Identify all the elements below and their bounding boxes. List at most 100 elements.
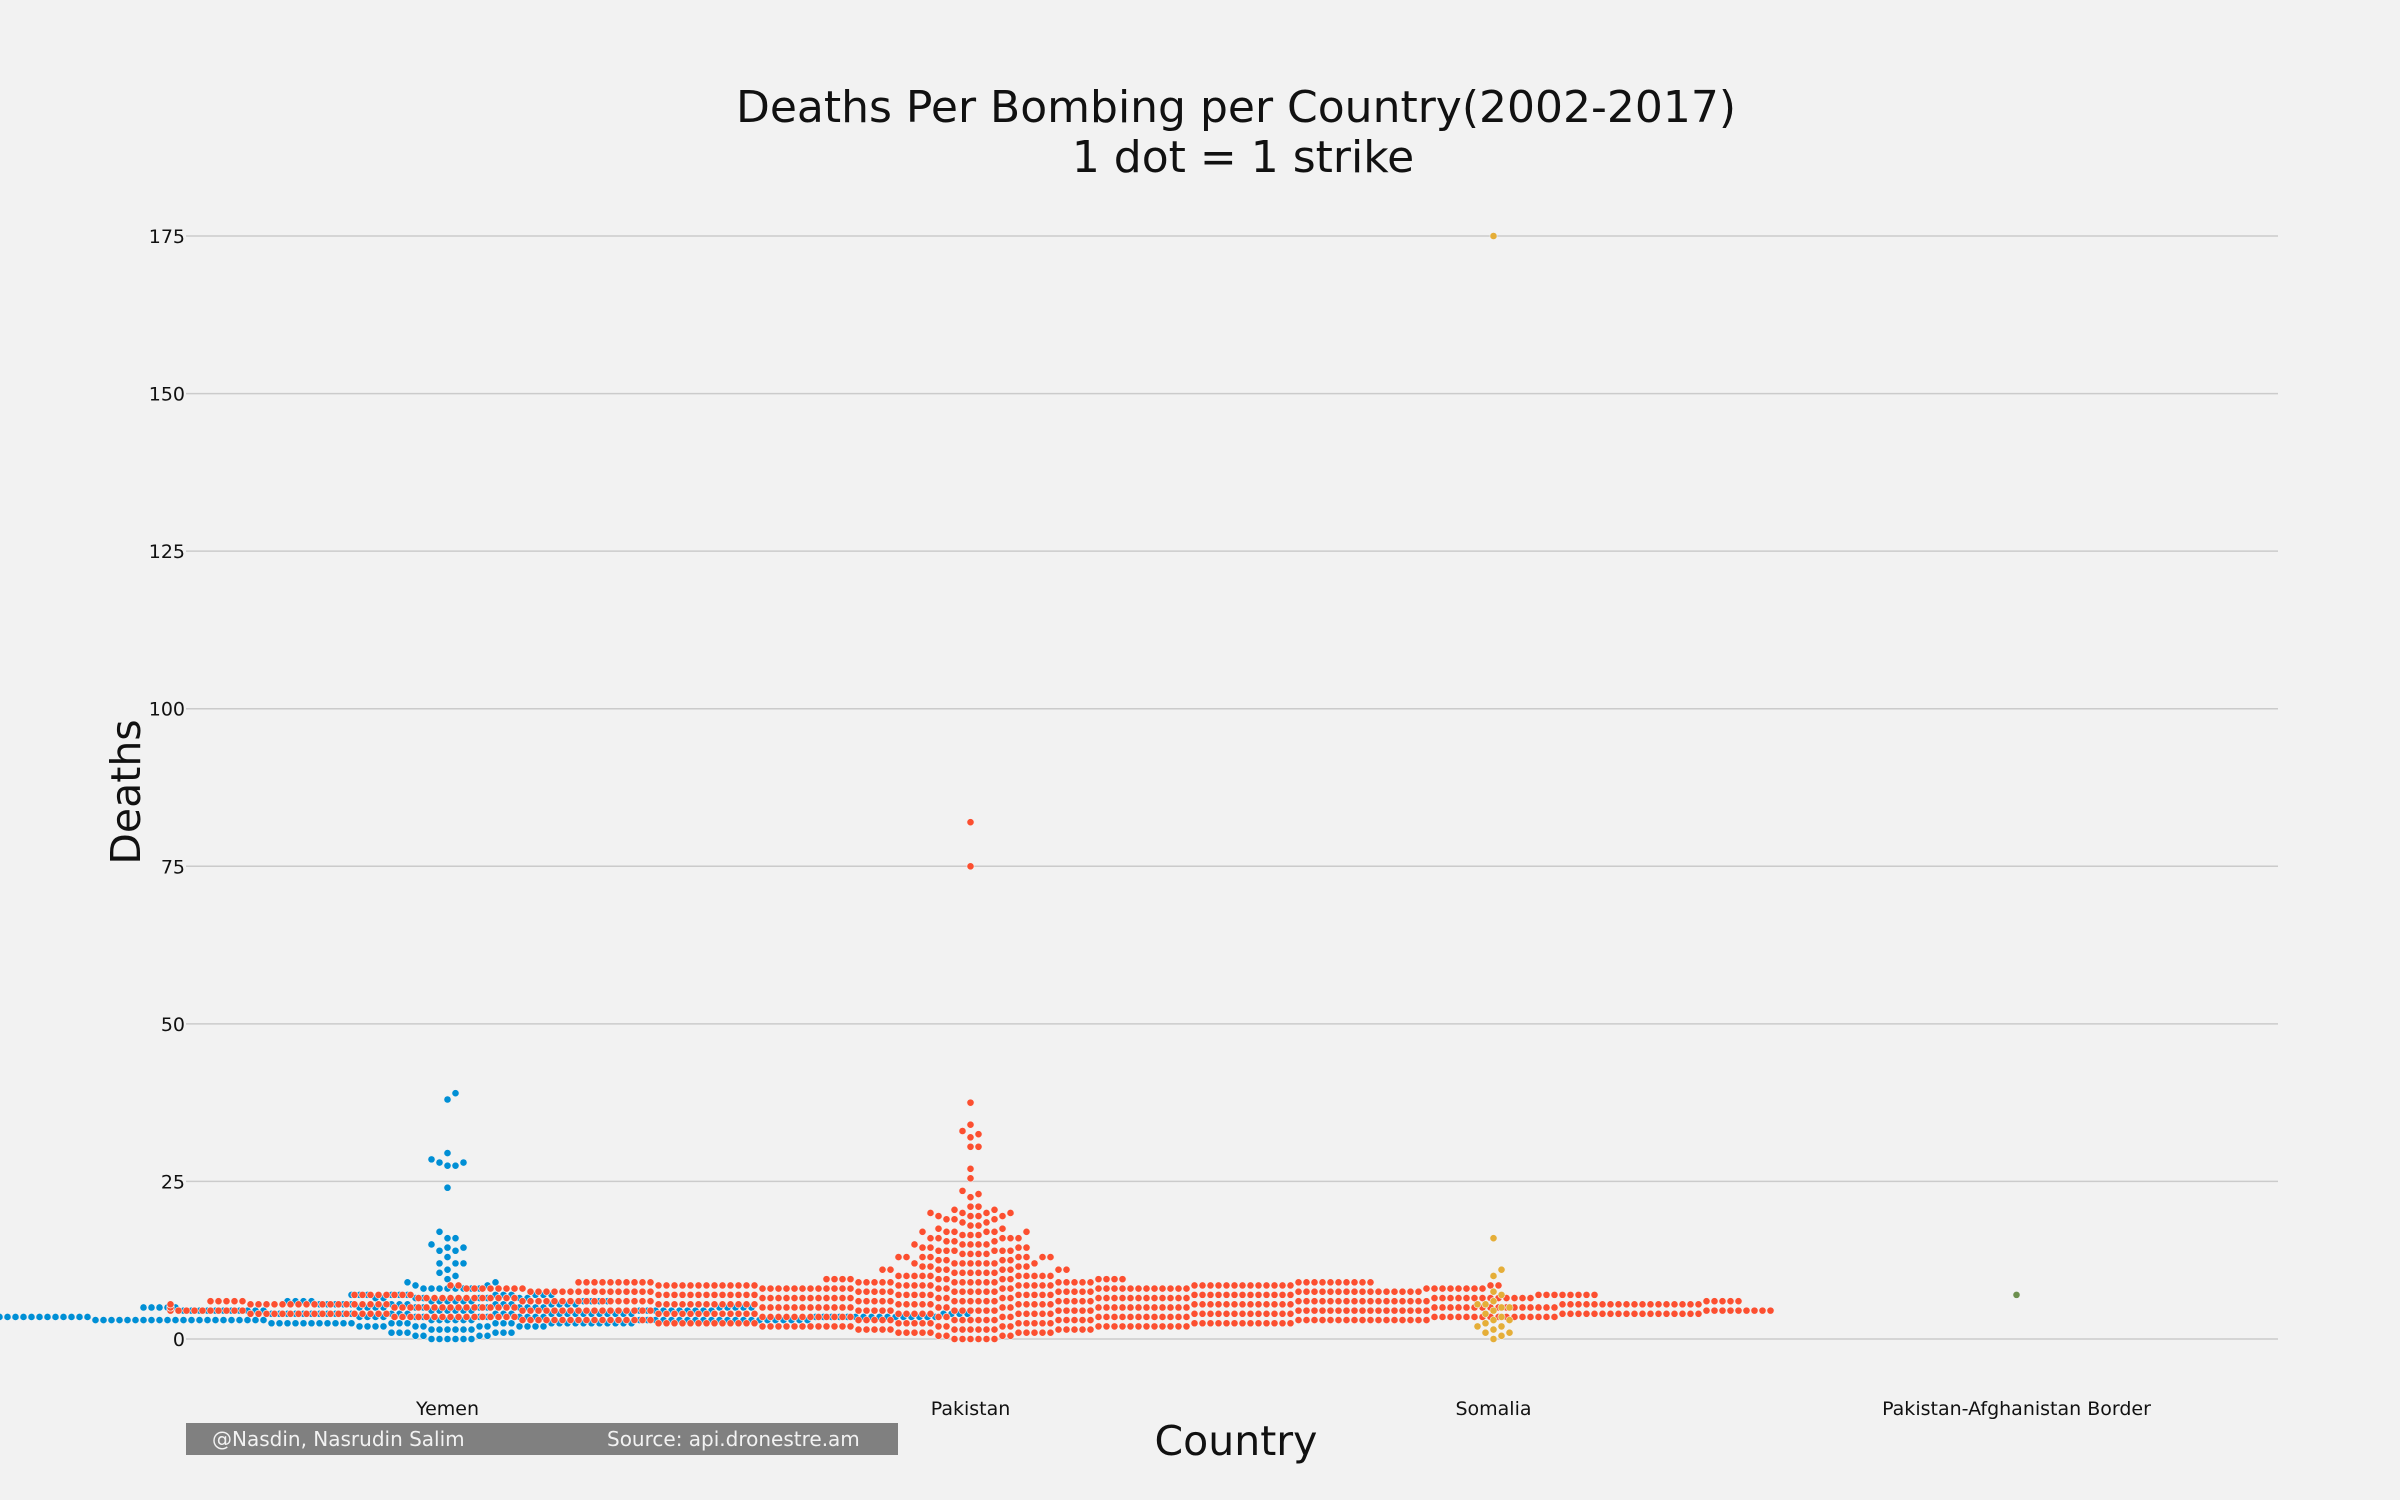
- swarm-dot: [998, 1275, 1007, 1284]
- swarm-dot: [1590, 1309, 1599, 1318]
- swarm-dot: [894, 1281, 903, 1290]
- swarm-dot: [630, 1297, 639, 1306]
- x-tick-label: Pakistan-Afghanistan Border: [1882, 1398, 2151, 1420]
- swarm-dot: [286, 1300, 295, 1309]
- swarm-dot: [766, 1322, 775, 1331]
- swarm-dot: [966, 1306, 975, 1315]
- swarm-dot: [974, 1130, 983, 1139]
- swarm-dot: [427, 1284, 436, 1293]
- swarm-dot: [950, 1227, 959, 1236]
- swarm-dot: [1182, 1284, 1191, 1293]
- swarm-dot: [1070, 1316, 1079, 1324]
- swarm-dot: [35, 1313, 44, 1321]
- swarm-dot: [1694, 1300, 1703, 1309]
- swarm-dot: [1534, 1303, 1543, 1312]
- swarm-dot: [990, 1316, 999, 1324]
- swarm-dot: [1174, 1322, 1183, 1331]
- swarm-dot: [1038, 1328, 1047, 1337]
- swarm-dot: [1318, 1316, 1327, 1324]
- swarm-dot: [878, 1325, 887, 1334]
- swarm-dot: [1206, 1300, 1215, 1309]
- swarm-dot: [1134, 1294, 1143, 1302]
- swarm-dot: [1670, 1309, 1679, 1318]
- swarm-dot: [670, 1309, 679, 1318]
- swarm-dot: [766, 1303, 775, 1312]
- swarm-dot: [878, 1265, 887, 1274]
- swarm-dot: [1022, 1253, 1031, 1261]
- swarm-dot: [350, 1290, 359, 1299]
- swarm-dot: [942, 1215, 951, 1224]
- swarm-dot: [934, 1265, 943, 1274]
- swarm-dot: [1534, 1313, 1543, 1321]
- swarm-dot: [115, 1316, 124, 1324]
- swarm-dot: [894, 1309, 903, 1318]
- swarm-dot: [395, 1319, 404, 1328]
- swarm-dot: [726, 1300, 735, 1309]
- swarm-dot: [958, 1335, 967, 1343]
- swarm-dot: [1230, 1300, 1239, 1309]
- swarm-dot: [510, 1284, 519, 1293]
- swarm-dot: [942, 1246, 951, 1255]
- swarm-dot: [1310, 1306, 1319, 1315]
- swarm-dot: [678, 1319, 687, 1328]
- swarm-dot: [990, 1227, 999, 1236]
- swarm-dot: [1662, 1309, 1671, 1318]
- swarm-dot: [702, 1319, 711, 1328]
- swarm-dot: [870, 1316, 879, 1324]
- swarm-dot: [806, 1284, 815, 1293]
- swarm-dot: [459, 1259, 468, 1268]
- swarm-dot: [1118, 1313, 1127, 1321]
- swarm-dot: [1390, 1287, 1399, 1296]
- swarm-dot: [1342, 1306, 1351, 1315]
- swarm-dot: [1662, 1300, 1671, 1309]
- swarm-dot: [1462, 1284, 1471, 1293]
- swarm-dot: [1670, 1300, 1679, 1309]
- swarm-dot: [982, 1250, 991, 1258]
- swarm-dot: [398, 1290, 407, 1299]
- swarm-dot: [734, 1300, 743, 1309]
- y-tick-label: 25: [161, 1171, 185, 1193]
- swarm-dot: [1438, 1284, 1447, 1293]
- swarm-dot: [1254, 1281, 1263, 1290]
- swarm-dot: [334, 1300, 343, 1309]
- swarm-dot: [1182, 1294, 1191, 1302]
- swarm-dot: [1481, 1309, 1490, 1318]
- swarm-dot: [1646, 1309, 1655, 1318]
- swarm-dot: [459, 1158, 468, 1167]
- swarm-dot: [1366, 1316, 1375, 1324]
- swarm-dot: [99, 1316, 108, 1324]
- swarm-dot: [1406, 1306, 1415, 1315]
- swarm-dot: [1582, 1309, 1591, 1318]
- swarm-dot: [454, 1303, 463, 1312]
- swarm-dot: [326, 1309, 335, 1318]
- swarm-dot: [246, 1309, 255, 1318]
- swarm-dot: [419, 1331, 428, 1340]
- swarm-dot: [662, 1309, 671, 1318]
- swarm-dot: [894, 1319, 903, 1328]
- swarm-dot: [966, 1212, 975, 1220]
- swarm-dot: [590, 1287, 599, 1296]
- x-tick-label: Somalia: [1455, 1398, 1531, 1420]
- swarm-dot: [966, 1268, 975, 1277]
- swarm-dot: [454, 1281, 463, 1290]
- swarm-dot: [539, 1322, 548, 1331]
- swarm-dot: [662, 1319, 671, 1328]
- swarm-dot: [902, 1272, 911, 1280]
- swarm-dot: [950, 1297, 959, 1306]
- swarm-dot: [1566, 1300, 1575, 1309]
- swarm-dot: [726, 1319, 735, 1328]
- swarm-dot: [1366, 1287, 1375, 1296]
- swarm-dot: [822, 1294, 831, 1302]
- swarm-dot: [894, 1300, 903, 1309]
- swarm-dot: [310, 1309, 319, 1318]
- swarm-dot: [654, 1309, 663, 1318]
- swarm-dot: [902, 1319, 911, 1328]
- swarm-dot: [622, 1278, 631, 1287]
- swarm-dot: [614, 1287, 623, 1296]
- swarm-dot: [1126, 1303, 1135, 1312]
- swarm-dot: [1110, 1313, 1119, 1321]
- swarm-dot: [1678, 1300, 1687, 1309]
- swarm-dot: [1505, 1303, 1514, 1312]
- swarm-dot: [1054, 1325, 1063, 1334]
